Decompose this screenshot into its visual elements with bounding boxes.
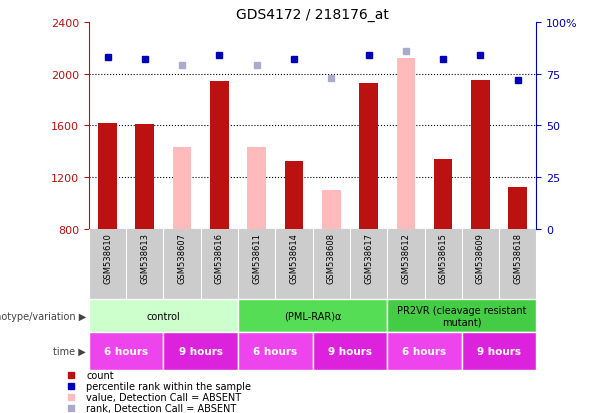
Text: GSM538607: GSM538607: [178, 233, 186, 284]
Text: time ▶: time ▶: [53, 346, 86, 356]
Bar: [248, 148, 266, 229]
Text: 6 hours: 6 hours: [403, 346, 446, 356]
Bar: [210, 82, 229, 229]
Text: GSM538615: GSM538615: [439, 233, 447, 283]
Text: GSM538611: GSM538611: [252, 233, 261, 283]
Bar: [434, 159, 452, 229]
Text: 9 hours: 9 hours: [328, 346, 372, 356]
Text: PR2VR (cleavage resistant
mutant): PR2VR (cleavage resistant mutant): [397, 305, 527, 327]
Text: control: control: [147, 311, 180, 321]
Text: value, Detection Call = ABSENT: value, Detection Call = ABSENT: [86, 392, 242, 402]
Text: 9 hours: 9 hours: [477, 346, 521, 356]
Bar: [462, 332, 536, 370]
Title: GDS4172 / 218176_at: GDS4172 / 218176_at: [236, 8, 389, 22]
Bar: [322, 190, 341, 229]
Text: count: count: [86, 370, 114, 380]
Text: GSM538610: GSM538610: [103, 233, 112, 283]
Bar: [471, 81, 490, 229]
Bar: [164, 332, 238, 370]
Text: percentile rank within the sample: percentile rank within the sample: [86, 381, 251, 391]
Bar: [238, 299, 387, 332]
Bar: [173, 148, 191, 229]
Bar: [284, 162, 303, 229]
Bar: [387, 332, 462, 370]
Text: GSM538618: GSM538618: [513, 233, 522, 284]
Text: GSM538609: GSM538609: [476, 233, 485, 283]
Text: GSM538608: GSM538608: [327, 233, 336, 284]
Bar: [508, 188, 527, 229]
Bar: [98, 123, 117, 229]
Text: 9 hours: 9 hours: [179, 346, 223, 356]
Text: 6 hours: 6 hours: [104, 346, 148, 356]
Text: GSM538617: GSM538617: [364, 233, 373, 284]
Bar: [89, 299, 238, 332]
Bar: [359, 83, 378, 229]
Text: rank, Detection Call = ABSENT: rank, Detection Call = ABSENT: [86, 403, 237, 413]
Bar: [135, 125, 154, 229]
Text: GSM538614: GSM538614: [289, 233, 299, 283]
Text: GSM538613: GSM538613: [140, 233, 150, 284]
Bar: [89, 332, 164, 370]
Bar: [397, 59, 415, 229]
Text: GSM538612: GSM538612: [402, 233, 410, 283]
Text: 6 hours: 6 hours: [253, 346, 297, 356]
Text: genotype/variation ▶: genotype/variation ▶: [0, 311, 86, 321]
Text: (PML-RAR)α: (PML-RAR)α: [284, 311, 341, 321]
Bar: [313, 332, 387, 370]
Bar: [238, 332, 313, 370]
Text: GSM538616: GSM538616: [215, 233, 224, 284]
Bar: [387, 299, 536, 332]
